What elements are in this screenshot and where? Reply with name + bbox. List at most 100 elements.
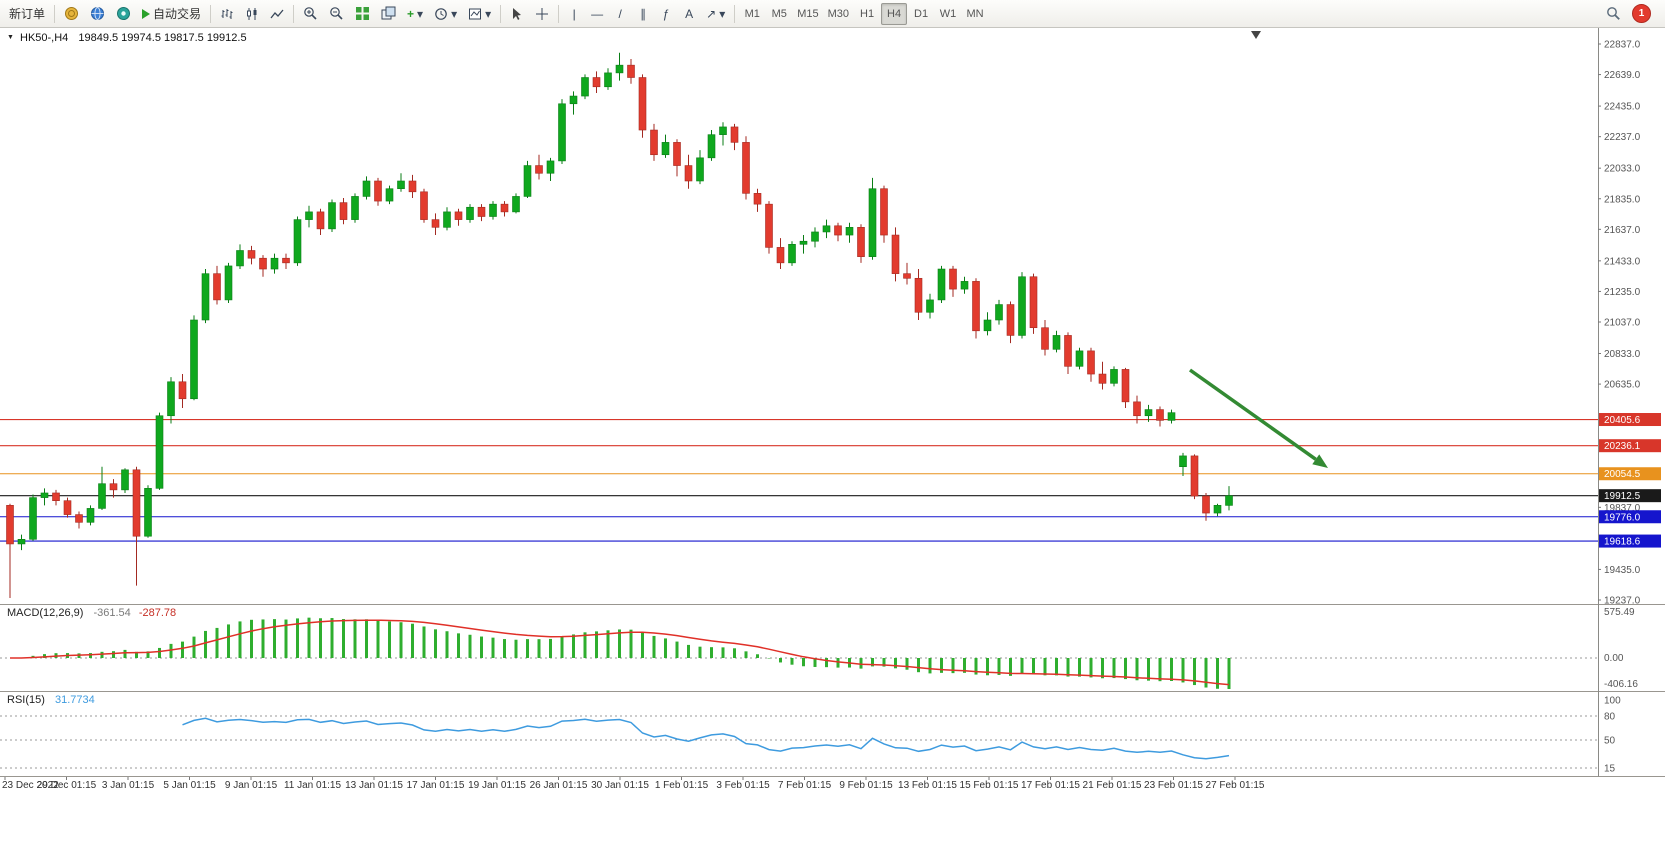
macd-signal-value: -287.78 xyxy=(138,607,177,619)
search-icon xyxy=(1607,7,1620,20)
svg-text:20635.0: 20635.0 xyxy=(1604,380,1641,391)
svg-text:5 Jan 01:15: 5 Jan 01:15 xyxy=(163,780,216,791)
timeframe-button-m15[interactable]: M15 xyxy=(793,3,822,25)
crosshair-tool-button[interactable] xyxy=(530,3,554,25)
toolbar-separator xyxy=(558,4,560,23)
svg-text:-406.16: -406.16 xyxy=(1604,679,1638,690)
candlestick-mode-button[interactable] xyxy=(240,3,264,25)
timeframe-button-d1[interactable]: D1 xyxy=(908,3,934,25)
svg-text:20236.1: 20236.1 xyxy=(1604,441,1641,452)
support-button[interactable] xyxy=(111,3,136,25)
svg-text:21235.0: 21235.0 xyxy=(1604,287,1641,298)
svg-text:20054.5: 20054.5 xyxy=(1604,469,1641,480)
new-order-button[interactable]: 新订单 xyxy=(4,3,50,25)
community-button[interactable] xyxy=(85,3,110,25)
svg-text:19 Jan 01:15: 19 Jan 01:15 xyxy=(468,780,526,791)
cursor-tool-button[interactable] xyxy=(505,3,529,25)
crosshair-icon xyxy=(536,7,549,20)
macd-histogram xyxy=(20,617,1231,689)
line-chart-icon xyxy=(270,9,284,18)
periods-dropdown-button[interactable]: ▾ xyxy=(429,3,462,25)
svg-text:19837.0: 19837.0 xyxy=(1604,503,1641,514)
main-toolbar: 新订单 自动交易 xyxy=(0,0,1665,28)
candlestick-icon xyxy=(247,7,257,20)
zoom-out-button[interactable] xyxy=(324,3,349,25)
timeframe-group: M1 M5 M15 M30 H1 H4 D1 W1 MN xyxy=(739,2,988,25)
svg-text:21037.0: 21037.0 xyxy=(1604,318,1641,329)
trend-arrow-annotation[interactable] xyxy=(1188,368,1328,468)
channel-icon: ∥ xyxy=(640,6,647,21)
arrows-tool-icon: ↗ xyxy=(706,6,717,21)
timeframe-button-h1[interactable]: H1 xyxy=(854,3,880,25)
play-icon xyxy=(142,8,151,19)
svg-text:100: 100 xyxy=(1604,696,1621,707)
svg-text:21835.0: 21835.0 xyxy=(1604,194,1641,205)
zoom-in-button[interactable] xyxy=(298,3,323,25)
templates-button[interactable]: ▾ xyxy=(463,3,496,25)
dropdown-caret-icon: ▾ xyxy=(451,6,458,21)
svg-text:13 Jan 01:15: 13 Jan 01:15 xyxy=(345,780,403,791)
svg-text:13 Feb 01:15: 13 Feb 01:15 xyxy=(898,780,957,791)
trendline-tool-button[interactable]: / xyxy=(609,3,631,25)
svg-text:19912.5: 19912.5 xyxy=(1604,491,1641,502)
timeframe-button-w1[interactable]: W1 xyxy=(935,3,961,25)
rsi-line xyxy=(182,717,1230,760)
timeframe-button-mn[interactable]: MN xyxy=(962,3,988,25)
dropdown-caret-icon: ▾ xyxy=(485,6,492,21)
rsi-value: 31.7734 xyxy=(54,694,95,706)
svg-text:20405.6: 20405.6 xyxy=(1604,415,1641,426)
bar-chart-mode-button[interactable] xyxy=(215,3,239,25)
svg-text:30 Jan 01:15: 30 Jan 01:15 xyxy=(591,780,649,791)
text-tool-button[interactable]: A xyxy=(678,3,700,25)
horizontal-line-icon: — xyxy=(591,6,604,21)
timeframe-button-m5[interactable]: M5 xyxy=(766,3,792,25)
svg-text:50: 50 xyxy=(1604,736,1616,747)
svg-text:22639.0: 22639.0 xyxy=(1604,70,1641,81)
svg-text:17 Feb 01:15: 17 Feb 01:15 xyxy=(1021,780,1080,791)
timeframe-button-h4[interactable]: H4 xyxy=(881,2,908,25)
svg-text:19435.0: 19435.0 xyxy=(1604,565,1641,576)
svg-text:3 Feb 01:15: 3 Feb 01:15 xyxy=(716,780,770,791)
tile-windows-button[interactable] xyxy=(350,3,375,25)
indicators-plus-icon: + xyxy=(407,6,415,21)
svg-text:9 Jan 01:15: 9 Jan 01:15 xyxy=(225,780,278,791)
svg-text:15 Feb 01:15: 15 Feb 01:15 xyxy=(960,780,1019,791)
indicators-button[interactable]: + ▾ xyxy=(402,3,428,25)
toolbar-separator xyxy=(734,4,736,23)
svg-text:29 Dec 01:15: 29 Dec 01:15 xyxy=(37,780,97,791)
toolbar-separator xyxy=(293,4,295,23)
svg-text:19776.0: 19776.0 xyxy=(1604,512,1641,523)
text-tool-icon: A xyxy=(685,6,694,21)
channel-tool-button[interactable]: ∥ xyxy=(632,3,654,25)
svg-text:21433.0: 21433.0 xyxy=(1604,256,1641,267)
line-chart-mode-button[interactable] xyxy=(265,3,289,25)
fibonacci-tool-button[interactable]: ƒ xyxy=(655,3,677,25)
coin-icon xyxy=(65,7,79,20)
dropdown-caret-icon: ▾ xyxy=(417,6,424,21)
clock-icon xyxy=(435,7,447,20)
chart-ohlc-header: ▼ HK50-,H4 19849.5 19974.5 19817.5 19912… xyxy=(7,32,247,44)
auto-trading-button[interactable]: 自动交易 xyxy=(137,3,206,25)
svg-text:26 Jan 01:15: 26 Jan 01:15 xyxy=(530,780,588,791)
svg-text:15: 15 xyxy=(1604,764,1616,775)
horizontal-line-tool-button[interactable]: — xyxy=(586,3,608,25)
arrows-tool-button[interactable]: ↗ ▾ xyxy=(701,3,730,25)
new-order-label: 新订单 xyxy=(9,7,46,21)
vertical-line-tool-button[interactable]: | xyxy=(563,3,585,25)
timeframe-button-m1[interactable]: M1 xyxy=(739,3,765,25)
timeframe-button-m30[interactable]: M30 xyxy=(824,3,853,25)
chart-shift-marker-icon[interactable] xyxy=(1251,31,1261,39)
notification-badge[interactable]: 1 xyxy=(1632,4,1651,23)
toolbar-separator xyxy=(210,4,212,23)
svg-text:20833.0: 20833.0 xyxy=(1604,349,1641,360)
svg-text:22435.0: 22435.0 xyxy=(1604,102,1641,113)
rsi-axis-labels: 100 80 50 15 xyxy=(1604,696,1621,775)
gold-coin-button[interactable] xyxy=(59,3,84,25)
svg-text:0.00: 0.00 xyxy=(1604,653,1624,664)
cascade-windows-button[interactable] xyxy=(376,3,401,25)
zoom-out-icon xyxy=(330,7,343,20)
svg-text:22237.0: 22237.0 xyxy=(1604,132,1641,143)
search-button[interactable] xyxy=(1601,3,1626,25)
